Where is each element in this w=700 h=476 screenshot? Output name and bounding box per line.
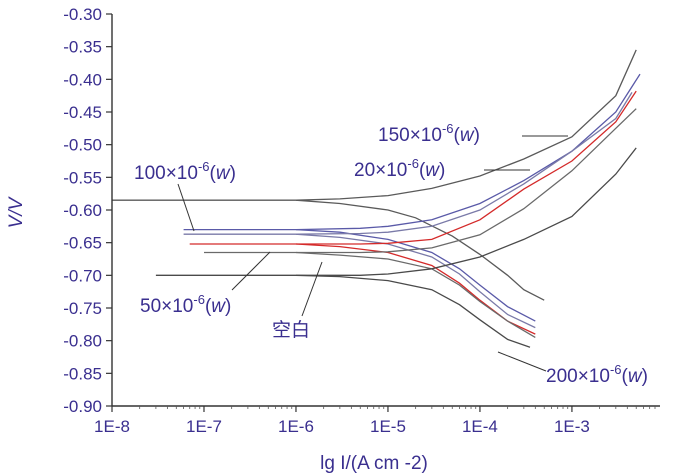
x-tick-label: 1E-7 [186,417,222,436]
x-tick-label: 1E-8 [94,417,130,436]
y-tick-label: -0.80 [63,332,102,351]
y-tick-label: -0.45 [63,103,102,122]
series-line-anodic [183,73,641,231]
x-ticks: 1E-8 1E-7 1E-6 1E-5 1E-4 1E-3 [94,406,656,436]
leader-line [177,183,195,232]
x-tick-label: 1E-4 [462,417,498,436]
x-axis-title: lg I/(A cm -2) [320,453,428,474]
y-tick-label: -0.70 [63,266,102,285]
series-layer [112,49,641,348]
y-tick-label: -0.35 [63,38,102,57]
series-line-anodic [155,147,637,276]
annotation-label: 空白 [272,319,310,341]
leader-line [231,251,271,291]
series-line-cathodic [295,199,545,301]
x-tick-label: 1E-6 [278,417,314,436]
y-tick-label: -0.30 [63,5,102,24]
leader-line [301,261,323,317]
series-line-anodic [204,108,637,254]
y-tick-label: -0.90 [63,397,102,416]
y-tick-label: -0.60 [63,201,102,220]
series-line-cathodic [295,274,531,348]
series-line-anodic [189,90,637,245]
annotation-label: 100×10-6(w) [134,159,236,184]
leader-line [497,351,547,372]
y-tick-label: -0.75 [63,299,102,318]
y-tick-label: -0.65 [63,234,102,253]
y-axis-title: V/V [6,195,27,228]
y-tick-label: -0.40 [63,70,102,89]
y-ticks: -0.30 -0.35 -0.40 -0.45 -0.50 -0.55 -0.60 -0.65… [63,5,112,416]
series-line-anodic [112,49,637,201]
series-line-cathodic [295,243,536,335]
x-tick-label: 1E-3 [554,417,590,436]
annotations: 150×10-6(w) 20×10-6(w) 100×10-6(w) 50×10-6(… [134,121,648,387]
annotation-label: 150×10-6(w) [378,121,480,146]
y-tick-label: -0.50 [63,136,102,155]
series-line-cathodic [295,251,536,338]
annotation-label: 20×10-6(w) [354,156,445,181]
annotation-label: 200×10-6(w) [546,362,648,387]
y-tick-label: -0.85 [63,364,102,383]
series-line-anodic [183,92,633,235]
annotation-label: 50×10-6(w) [140,292,231,317]
x-tick-label: 1E-5 [370,417,406,436]
y-tick-label: -0.55 [63,168,102,187]
annotation-leaders [177,135,568,372]
